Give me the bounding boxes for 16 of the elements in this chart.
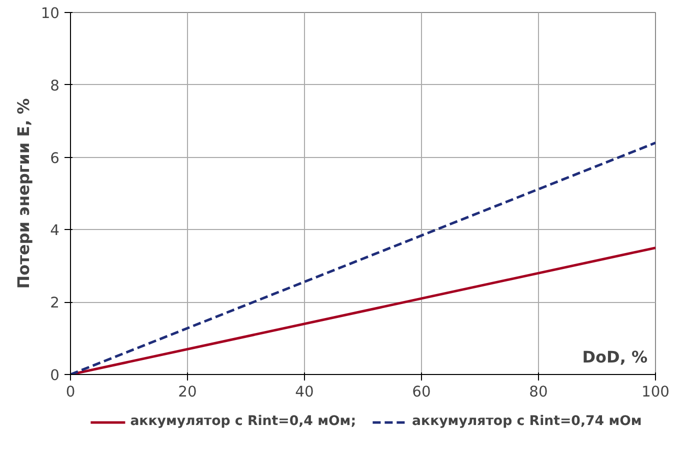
x-tick-label: 20	[178, 384, 197, 400]
x-axis-title: DoD, %	[582, 348, 648, 366]
y-axis-title: Потери энергии E, %	[14, 98, 33, 289]
y-tick-label: 2	[50, 294, 60, 312]
legend-label: аккумулятор с Rint=0,74 мОм	[412, 414, 642, 429]
y-tick-label: 6	[50, 150, 60, 167]
y-tick-label: 8	[50, 77, 60, 94]
x-tick-label: 0	[66, 384, 76, 400]
x-tick-label: 60	[412, 384, 431, 400]
legend-label: аккумулятор с Rint=0,4 мОм;	[130, 414, 356, 429]
x-tick-label: 100	[642, 384, 670, 400]
y-tick-label: 10	[40, 5, 60, 22]
x-tick-label: 80	[529, 384, 548, 400]
y-tick-label: 4	[50, 222, 60, 240]
y-tick-label: 0	[50, 367, 60, 384]
x-tick-label: 40	[295, 384, 314, 400]
